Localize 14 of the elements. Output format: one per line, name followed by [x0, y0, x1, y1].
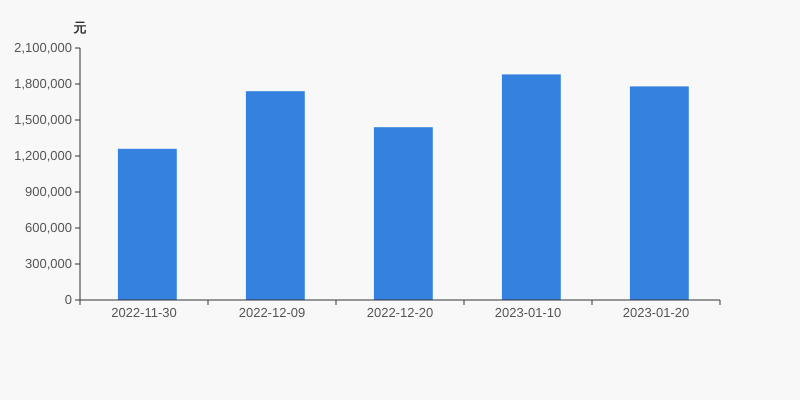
- x-tick-label: 2022-12-20: [366, 305, 434, 320]
- y-tick-label: 2,100,000: [14, 40, 72, 55]
- x-tick-label: 2022-12-09: [238, 305, 306, 320]
- y-tick-label: 0: [64, 292, 72, 307]
- y-tick-label: 1,800,000: [14, 76, 72, 91]
- x-tick-label: 2023-01-20: [622, 305, 690, 320]
- x-tick-label: 2023-01-10: [494, 305, 562, 320]
- y-tick-label: 1,500,000: [14, 112, 72, 127]
- y-axis-title: 元: [72, 20, 86, 35]
- y-tick-label: 600,000: [25, 220, 72, 235]
- y-tick-label: 1,200,000: [14, 148, 72, 163]
- y-tick-label: 900,000: [25, 184, 72, 199]
- x-tick-label: 2022-11-30: [111, 305, 177, 320]
- y-tick-label: 300,000: [25, 256, 72, 271]
